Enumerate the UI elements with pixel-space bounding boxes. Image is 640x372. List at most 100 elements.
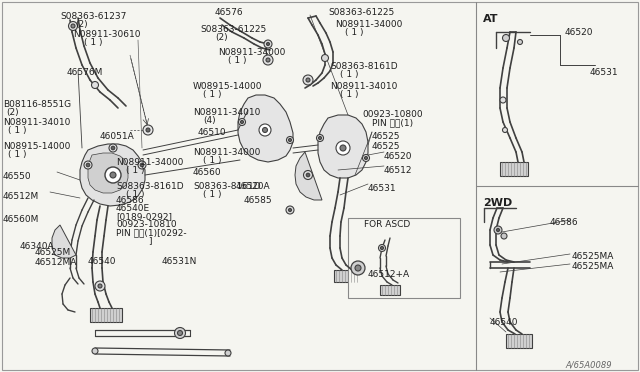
Circle shape	[71, 24, 75, 28]
Text: 46531: 46531	[590, 68, 619, 77]
Bar	[90, 308, 122, 322]
Text: ( 1 ): ( 1 )	[126, 166, 145, 175]
Circle shape	[95, 281, 105, 291]
Text: N08911-34000: N08911-34000	[116, 158, 184, 167]
Text: AT: AT	[483, 14, 499, 24]
Text: 46540E: 46540E	[116, 204, 150, 213]
Circle shape	[319, 137, 321, 140]
Circle shape	[500, 97, 506, 103]
Circle shape	[286, 206, 294, 214]
Circle shape	[351, 261, 365, 275]
Circle shape	[264, 40, 272, 48]
Text: 46585: 46585	[244, 196, 273, 205]
Circle shape	[98, 284, 102, 288]
Text: 46540: 46540	[490, 318, 518, 327]
Text: 46520A: 46520A	[236, 182, 271, 191]
Circle shape	[321, 55, 328, 61]
Circle shape	[262, 128, 268, 132]
Text: N08911-34000: N08911-34000	[193, 148, 260, 157]
Circle shape	[140, 163, 144, 167]
Text: ( 1 ): ( 1 )	[345, 28, 364, 37]
Polygon shape	[52, 225, 76, 258]
Circle shape	[109, 144, 117, 152]
Bar	[348, 218, 460, 298]
Polygon shape	[80, 144, 145, 206]
Circle shape	[138, 161, 146, 169]
Circle shape	[239, 119, 246, 125]
Circle shape	[497, 228, 499, 231]
Text: FOR ASCD: FOR ASCD	[364, 220, 410, 229]
Text: 46510: 46510	[198, 128, 227, 137]
Circle shape	[355, 265, 361, 271]
Circle shape	[92, 81, 99, 89]
Circle shape	[518, 39, 522, 45]
Text: 46525M: 46525M	[35, 248, 71, 257]
Circle shape	[175, 327, 186, 339]
Circle shape	[241, 121, 243, 124]
Text: 46525MA: 46525MA	[572, 252, 614, 261]
Circle shape	[146, 128, 150, 132]
Circle shape	[143, 125, 153, 135]
Circle shape	[86, 163, 90, 167]
Circle shape	[378, 244, 385, 251]
Text: ( 1 ): ( 1 )	[8, 150, 26, 159]
Text: ( 1 ): ( 1 )	[84, 38, 102, 47]
Circle shape	[68, 22, 77, 31]
Circle shape	[92, 348, 98, 354]
Text: 46576: 46576	[215, 8, 244, 17]
Text: 46586: 46586	[550, 218, 579, 227]
Bar	[500, 162, 528, 176]
Text: 46560M: 46560M	[3, 215, 40, 224]
Text: 00923-10800: 00923-10800	[362, 110, 422, 119]
Text: 46525: 46525	[372, 132, 401, 141]
Text: ]: ]	[148, 236, 152, 245]
Text: N08911-34010: N08911-34010	[193, 108, 260, 117]
Circle shape	[287, 137, 294, 144]
Text: A/65A0089: A/65A0089	[565, 360, 612, 369]
Text: 46520: 46520	[384, 152, 413, 161]
Circle shape	[306, 173, 310, 177]
Circle shape	[362, 154, 369, 161]
Text: PIN ピン(1)[0292-: PIN ピン(1)[0292-	[116, 228, 187, 237]
Text: (2): (2)	[6, 108, 19, 117]
Circle shape	[259, 124, 271, 136]
Circle shape	[266, 42, 269, 45]
Text: 46512M: 46512M	[3, 192, 39, 201]
Text: ( 1 ): ( 1 )	[340, 90, 358, 99]
Text: N08915-14000: N08915-14000	[3, 142, 70, 151]
Circle shape	[340, 145, 346, 151]
Circle shape	[84, 161, 92, 169]
Text: N08911-34000: N08911-34000	[335, 20, 403, 29]
Text: (4): (4)	[203, 116, 216, 125]
Text: 46586: 46586	[116, 196, 145, 205]
Text: 46051A: 46051A	[100, 132, 135, 141]
Text: ( 1 ): ( 1 )	[203, 156, 221, 165]
Circle shape	[381, 247, 383, 250]
Text: ( 1 ): ( 1 )	[340, 70, 358, 79]
Text: N08911-34000: N08911-34000	[218, 48, 285, 57]
Text: W08915-14000: W08915-14000	[193, 82, 262, 91]
Text: 46525MA: 46525MA	[572, 262, 614, 271]
Text: 46512MA: 46512MA	[35, 258, 77, 267]
Circle shape	[266, 58, 270, 62]
Text: N08911-34010: N08911-34010	[330, 82, 397, 91]
Text: ( 1 ): ( 1 )	[228, 56, 246, 65]
Polygon shape	[238, 95, 293, 162]
Circle shape	[177, 330, 182, 336]
Text: [0189-0292]: [0189-0292]	[116, 212, 172, 221]
Circle shape	[263, 55, 273, 65]
Text: (2): (2)	[75, 20, 88, 29]
Text: 46512: 46512	[384, 166, 413, 175]
Circle shape	[303, 75, 313, 85]
Text: 46520: 46520	[565, 28, 593, 37]
Text: S08363-8161D: S08363-8161D	[116, 182, 184, 191]
Text: B08116-8551G: B08116-8551G	[3, 100, 71, 109]
Text: ( 1 ): ( 1 )	[203, 190, 221, 199]
Text: N08911-30610: N08911-30610	[73, 30, 141, 39]
Circle shape	[336, 141, 350, 155]
Text: S08363-61225: S08363-61225	[200, 25, 266, 34]
Text: 2WD: 2WD	[483, 198, 512, 208]
Circle shape	[494, 226, 502, 234]
Text: 46560: 46560	[193, 168, 221, 177]
Polygon shape	[295, 152, 322, 200]
